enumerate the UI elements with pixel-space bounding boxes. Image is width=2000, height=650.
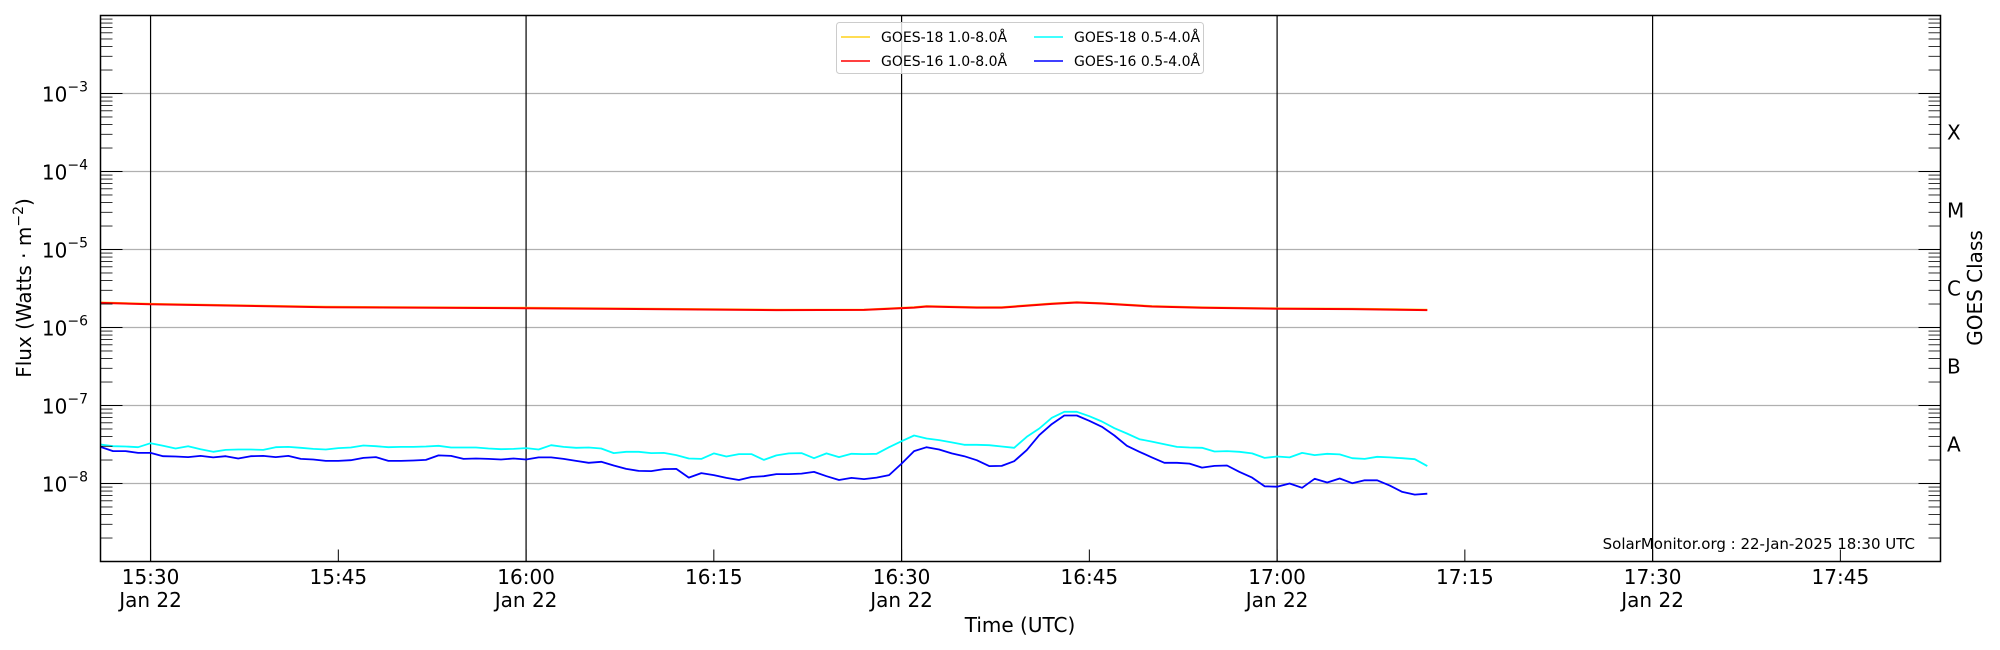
y-tick-label: 10−8 <box>42 470 88 497</box>
series-line-goes-18-0-5-4-0- <box>100 410 1428 467</box>
x-axis-label: Time (UTC) <box>964 613 1076 637</box>
x-tick-label: 17:15 <box>1436 565 1494 589</box>
x-tick-label: 17:00 <box>1248 565 1306 589</box>
x-tick-date-label: Jan 22 <box>493 588 558 612</box>
x-tick-label: 15:45 <box>310 565 368 589</box>
goes-class-label-b: B <box>1947 355 1961 379</box>
y-tick-label: 10−4 <box>42 158 88 185</box>
goes-class-label-a: A <box>1947 433 1961 457</box>
y-tick-label: 10−7 <box>42 392 88 419</box>
x-tick-date-label: Jan 22 <box>117 588 182 612</box>
series-line-goes-16-0-5-4-0- <box>100 414 1428 496</box>
source-annotation: SolarMonitor.org : 22-Jan-2025 18:30 UTC <box>1603 535 1915 553</box>
goes-class-label-c: C <box>1947 277 1961 301</box>
x-tick-date-label: Jan 22 <box>1244 588 1309 612</box>
y-tick-label: 10−3 <box>42 80 88 107</box>
axis-ticks <box>100 15 1941 562</box>
x-tick-label: 16:45 <box>1061 565 1119 589</box>
legend-box <box>836 22 1204 74</box>
grid <box>100 92 1941 485</box>
day-lines <box>149 15 1654 562</box>
x-tick-label: 15:30 <box>122 565 180 589</box>
legend-label-goes16-long: GOES-16 1.0-8.0Å <box>881 53 1007 70</box>
x-tick-label: 16:30 <box>873 565 931 589</box>
legend-label-goes16-short: GOES-16 0.5-4.0Å <box>1074 53 1200 70</box>
plot-frame <box>99 14 1942 563</box>
series-line-goes-16-1-0-8-0- <box>100 301 1428 312</box>
y-tick-label: 10−6 <box>42 314 88 341</box>
goes-class-axis-label: GOES Class <box>1963 230 1987 346</box>
series-lines <box>100 301 1428 496</box>
x-tick-label: 17:30 <box>1624 565 1682 589</box>
legend-label-goes18-long: GOES-18 1.0-8.0Å <box>881 29 1007 46</box>
x-tick-label: 16:00 <box>497 565 555 589</box>
goes-class-label-x: X <box>1947 121 1961 145</box>
legend-label-goes18-short: GOES-18 0.5-4.0Å <box>1074 29 1200 46</box>
x-tick-date-label: Jan 22 <box>1619 588 1684 612</box>
y-tick-label: 10−5 <box>42 236 88 263</box>
goes-class-label-m: M <box>1947 199 1964 223</box>
y-axis-label: Flux (Watts · m−2) <box>11 198 36 378</box>
x-tick-label: 16:15 <box>685 565 743 589</box>
x-tick-date-label: Jan 22 <box>868 588 933 612</box>
legend: GOES-18 1.0-8.0Å GOES-16 1.0-8.0Å GOES-1… <box>836 22 1204 74</box>
x-tick-label: 17:45 <box>1812 565 1870 589</box>
